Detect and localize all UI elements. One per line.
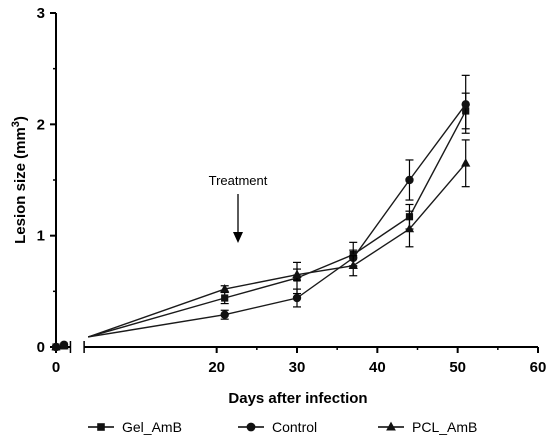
x-tick-label: 60 [530, 359, 547, 376]
data-point-control [405, 175, 414, 185]
legend-marker-pcl-amb [386, 421, 396, 431]
data-point-control [292, 293, 302, 303]
data-point-control [220, 310, 229, 319]
y-tick-label: 3 [37, 5, 45, 22]
y-tick-label: 1 [37, 228, 45, 245]
legend-label-gel-amb: Gel_AmB [122, 419, 182, 435]
x-tick-label: 30 [289, 359, 306, 376]
data-point-pcl-amb [292, 269, 302, 278]
series-line-pcl-amb [87, 162, 467, 338]
legend-marker-control [246, 422, 256, 432]
y-tick-label: 0 [37, 339, 45, 356]
y-axis-title-close: ) [12, 116, 29, 121]
data-point-pcl-amb [461, 158, 471, 167]
y-axis-title-main: Lesion size (mm [12, 127, 29, 244]
series-gel-amb [52, 92, 470, 351]
y-axis-title: Lesion size (mm3) [10, 116, 29, 244]
x-tick-label: 40 [369, 359, 386, 376]
legend-item-gel-amb: Gel_AmB [88, 419, 182, 435]
data-point-pcl-amb [59, 340, 69, 350]
x-tick-label: 50 [449, 359, 466, 376]
data-point-pcl-amb [348, 260, 358, 270]
legend-label-pcl-amb: PCL_AmB [412, 419, 477, 435]
legend-item-pcl-amb: PCL_AmB [378, 419, 477, 435]
x-tick-label: 0 [52, 359, 60, 376]
series-line-gel-amb [87, 110, 467, 338]
y-axis-title-superscript: 3 [10, 121, 22, 127]
data-point-pcl-amb [220, 283, 230, 293]
x-axis-title: Days after infection [228, 390, 367, 407]
y-tick-label: 2 [37, 116, 45, 133]
data-point-gel-amb [221, 294, 229, 302]
legend-label-control: Control [272, 419, 317, 435]
series-layer [51, 74, 471, 352]
legend-item-control: Control [238, 419, 317, 435]
data-point-pcl-amb [51, 341, 61, 351]
treatment-arrow [233, 194, 243, 243]
treatment-annotation: Treatment [209, 173, 268, 188]
series-pcl-amb [51, 139, 471, 351]
data-point-pcl-amb [404, 223, 415, 233]
legend-marker-gel-amb [97, 423, 105, 431]
x-tick-label: 20 [208, 359, 225, 376]
data-point-control [461, 100, 470, 109]
series-line-control [88, 103, 467, 338]
legend: Gel_AmB Control PCL_AmB [88, 419, 477, 435]
